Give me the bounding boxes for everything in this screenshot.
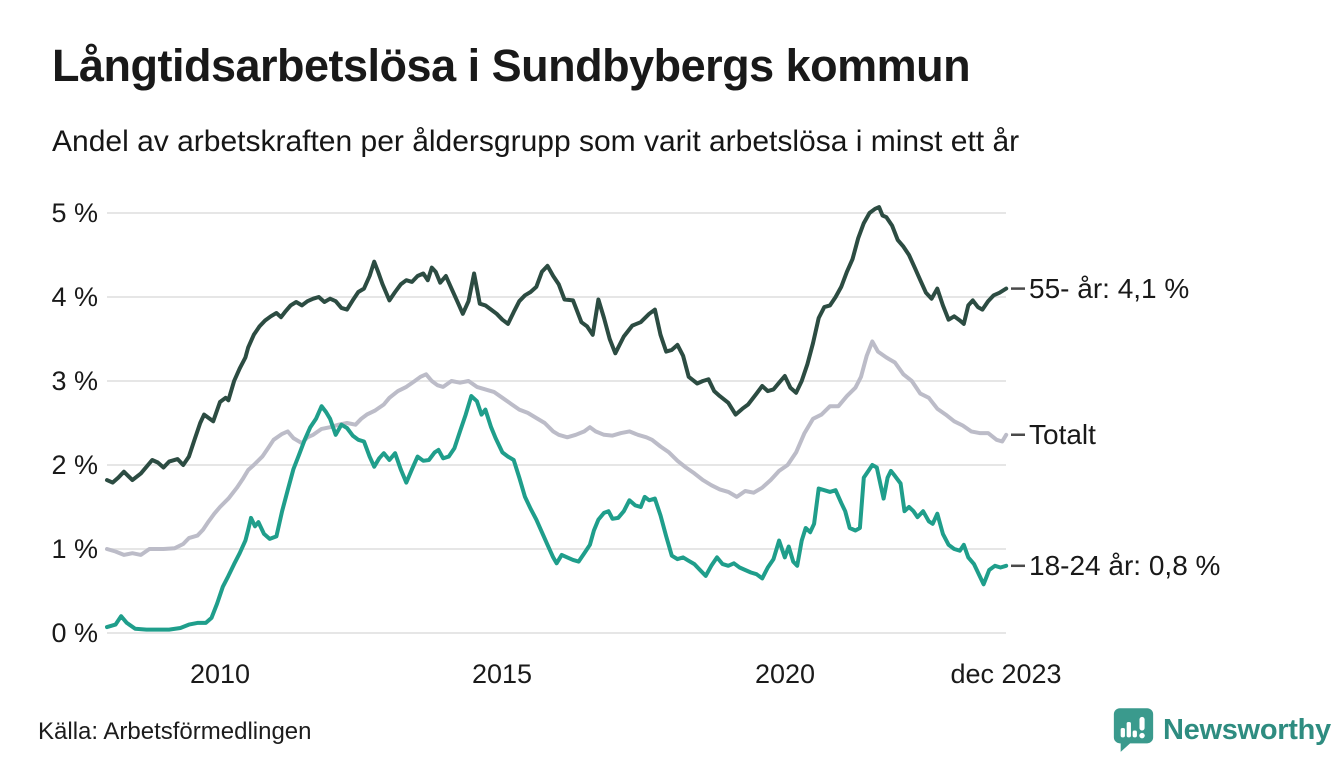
series-end-label-55plus: 55- år: 4,1 % [1029,272,1190,304]
bar-chart-icon [1120,716,1145,739]
x-axis-label: 2020 [754,659,816,689]
series-line-18-24 [105,394,1009,632]
newsworthy-logo: Newsworthy [1113,707,1331,754]
y-axis-label: 3 % [51,366,98,396]
newsworthy-logo-icon [1113,708,1154,752]
y-axis-label: 2 % [51,450,98,480]
newsworthy-wordmark: Newsworthy [1163,714,1331,746]
x-axis-label: 2010 [189,659,251,689]
source-note: Källa: Arbetsförmedlingen [38,718,312,745]
page-subtitle: Andel av arbetskraften per åldersgrupp s… [52,125,1020,158]
x-axis-label: dec 2023 [950,659,1062,689]
y-axis-label: 0 % [51,618,98,648]
page-title: Långtidsarbetslösa i Sundbybergs kommun [52,40,971,91]
series-end-label-total: Totalt [1029,418,1096,450]
x-axis-label: 2015 [471,659,533,689]
series-end-label-18-24: 18-24 år: 0,8 % [1029,549,1221,581]
y-axis-label: 5 % [51,198,98,228]
series-line-total [105,339,1009,557]
y-axis-label: 4 % [51,282,98,312]
series-line-55plus [105,205,1009,485]
y-axis-label: 1 % [51,534,98,564]
